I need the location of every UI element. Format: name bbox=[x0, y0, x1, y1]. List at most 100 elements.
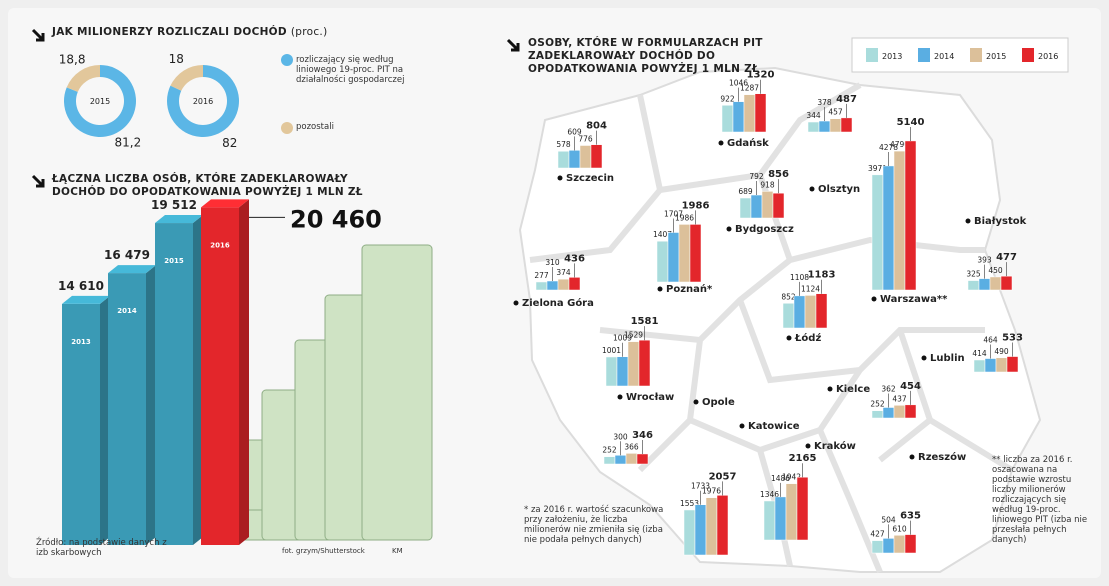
bar-value: 1009 bbox=[613, 334, 632, 343]
bar-value: 635 bbox=[900, 511, 921, 522]
city-label: Łódź bbox=[794, 332, 821, 344]
bar bbox=[904, 140, 917, 291]
bar bbox=[694, 504, 707, 556]
pie-center-label: 2015 bbox=[90, 97, 110, 106]
photo-credit: fot. grzym/Shutterstock bbox=[282, 547, 365, 555]
legend-swatch bbox=[970, 48, 982, 62]
bar bbox=[1000, 275, 1013, 291]
bar bbox=[705, 497, 718, 556]
bar bbox=[973, 359, 986, 373]
city-dot bbox=[805, 443, 811, 449]
bar bbox=[904, 404, 917, 419]
bar-value: 325 bbox=[966, 270, 981, 279]
bar bbox=[108, 273, 146, 545]
bar bbox=[984, 358, 997, 373]
bar-top bbox=[155, 215, 203, 224]
city-dot bbox=[718, 140, 724, 146]
bar-value: 5140 bbox=[897, 117, 925, 128]
city-dot bbox=[657, 286, 663, 292]
bar-value: 414 bbox=[972, 349, 987, 358]
bar-value: 374 bbox=[556, 268, 571, 277]
legend-text: pozostali bbox=[296, 122, 334, 132]
pie-slice bbox=[66, 65, 100, 92]
city-dot bbox=[513, 300, 519, 306]
bar bbox=[546, 280, 559, 291]
bar bbox=[804, 295, 817, 329]
bar bbox=[763, 500, 776, 541]
bar-category: 2014 bbox=[117, 307, 137, 315]
city-dot bbox=[809, 186, 815, 192]
bar bbox=[568, 277, 581, 291]
pie-center-label: 2016 bbox=[193, 97, 213, 106]
legend-swatch bbox=[866, 48, 878, 62]
bar-value: 436 bbox=[564, 253, 585, 264]
slice-label: 18,8 bbox=[59, 52, 86, 66]
bar-value: 610 bbox=[892, 524, 907, 533]
bar-value: 1407 bbox=[653, 230, 672, 239]
bar-value: 19 512 bbox=[151, 198, 197, 212]
bar bbox=[840, 117, 853, 133]
bar-value: 1108 bbox=[790, 273, 809, 282]
bar bbox=[882, 538, 895, 554]
city-dot bbox=[726, 226, 732, 232]
author: KM bbox=[392, 547, 403, 555]
bar-value: 427 bbox=[870, 530, 885, 539]
bar bbox=[616, 356, 629, 387]
city-label: Wrocław bbox=[626, 392, 674, 403]
bar bbox=[754, 93, 767, 133]
bar-side bbox=[193, 215, 203, 545]
bar bbox=[871, 410, 884, 419]
bar-value: 464 bbox=[983, 336, 998, 345]
pie-slice bbox=[170, 65, 203, 91]
bar bbox=[893, 150, 906, 291]
bar-value: 1733 bbox=[691, 482, 710, 491]
bar-side bbox=[146, 265, 156, 545]
bar-value: 393 bbox=[977, 256, 992, 265]
bar-value: 578 bbox=[556, 140, 571, 149]
bar-value: 437 bbox=[892, 394, 907, 403]
bar-value: 689 bbox=[738, 187, 753, 196]
legend-swatch bbox=[281, 122, 293, 134]
city-dot bbox=[909, 454, 915, 460]
bar bbox=[614, 455, 627, 465]
bar-value: 1942 bbox=[782, 473, 801, 482]
bar bbox=[893, 535, 906, 554]
bar-value: 922 bbox=[720, 94, 735, 103]
bar-value: 1346 bbox=[760, 490, 779, 499]
bar bbox=[683, 509, 696, 556]
bar-value: 1581 bbox=[631, 316, 659, 327]
legend-swatch bbox=[281, 54, 293, 66]
bar-side bbox=[239, 199, 249, 545]
bar-value: 4790 bbox=[890, 140, 909, 149]
city-dot bbox=[739, 423, 745, 429]
bar-category: 2016 bbox=[210, 241, 230, 249]
bar bbox=[201, 207, 239, 545]
city-label: Bydgoszcz bbox=[735, 224, 794, 235]
bar bbox=[871, 540, 884, 554]
bar-value: 1976 bbox=[702, 487, 721, 496]
bar-value: 457 bbox=[828, 108, 843, 117]
city-dot bbox=[921, 355, 927, 361]
bar-value: 4278 bbox=[879, 143, 898, 152]
bar bbox=[995, 357, 1008, 373]
bar-value: 533 bbox=[1002, 333, 1023, 344]
bar-value: 300 bbox=[613, 432, 628, 441]
pie-slice bbox=[167, 65, 239, 137]
bar-top bbox=[62, 295, 110, 304]
pie-title: JAK MILIONERZY ROZLICZALI DOCHÓD (proc.) bbox=[52, 26, 327, 39]
bar bbox=[732, 101, 745, 133]
city-dot bbox=[965, 218, 971, 224]
bar bbox=[871, 174, 884, 291]
city-label: Poznań* bbox=[666, 283, 713, 295]
bar-value: 1707 bbox=[664, 209, 683, 218]
bar bbox=[750, 194, 763, 219]
bar bbox=[785, 483, 798, 541]
city-label: Kraków bbox=[814, 440, 856, 452]
bar bbox=[882, 407, 895, 419]
bar-side bbox=[100, 295, 110, 545]
bar bbox=[667, 232, 680, 283]
city-dot bbox=[557, 175, 563, 181]
city-dot bbox=[786, 335, 792, 341]
bar bbox=[739, 197, 752, 219]
